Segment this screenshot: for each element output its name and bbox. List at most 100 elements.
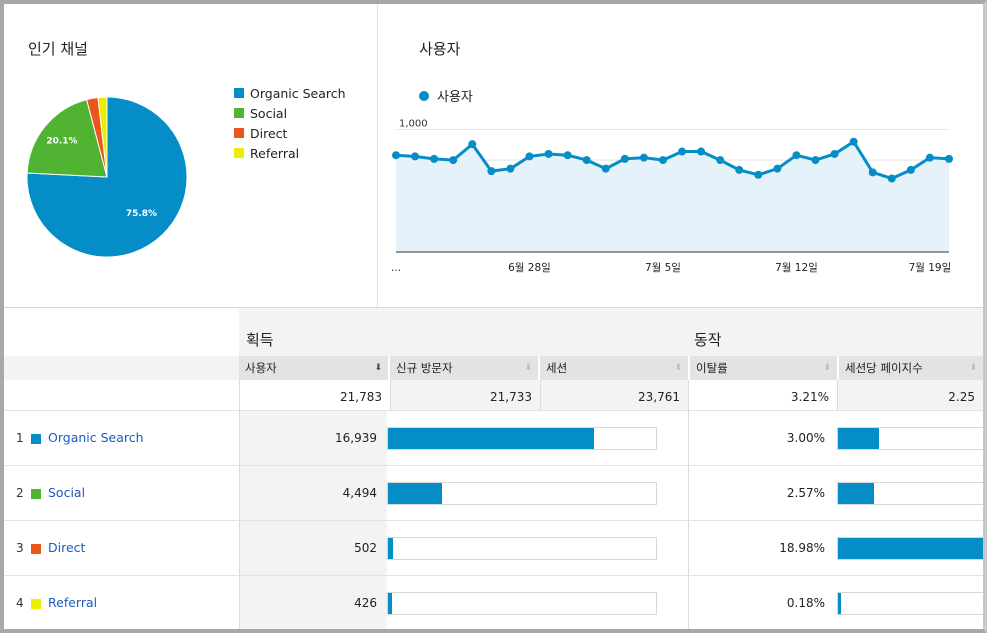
data-point xyxy=(811,156,820,165)
pages-bar-fill xyxy=(838,483,874,504)
data-point xyxy=(773,164,782,173)
channel-color-icon xyxy=(31,489,41,499)
new-users-bar-fill xyxy=(388,428,595,449)
data-point xyxy=(506,164,515,173)
new-users-bar-fill xyxy=(388,483,442,504)
row-rank: 4 xyxy=(16,596,24,610)
data-point xyxy=(925,153,934,162)
legend-item[interactable]: Direct xyxy=(234,123,346,143)
users-value: 4,494 xyxy=(342,486,377,500)
users-cell: 502 xyxy=(239,521,387,576)
channel-pie-chart: 75.8% 20.1% xyxy=(26,96,188,258)
channel-color-icon xyxy=(31,599,41,609)
legend-swatch-icon xyxy=(234,108,244,118)
column-header-label: 세션 xyxy=(546,361,568,375)
pages-bar xyxy=(837,427,983,450)
new-users-bar xyxy=(387,427,657,450)
series-line xyxy=(395,139,950,181)
data-point xyxy=(906,165,915,174)
acquisition-group-header xyxy=(239,308,688,356)
data-point xyxy=(945,154,953,163)
bounce-cell: 2.57% xyxy=(688,466,837,521)
panel-title: 사용자 xyxy=(419,40,461,58)
bounce-value: 3.00% xyxy=(786,431,825,445)
users-cell: 16,939 xyxy=(239,411,387,466)
data-point xyxy=(735,165,744,174)
channel-link[interactable]: Referral xyxy=(48,595,98,610)
series-legend[interactable]: 사용자 xyxy=(419,86,473,105)
legend-label: Direct xyxy=(250,125,288,141)
data-point xyxy=(411,152,420,161)
x-tick-label: ... xyxy=(391,262,401,274)
pages-bar-fill xyxy=(838,538,983,559)
legend-swatch-icon xyxy=(234,148,244,158)
data-point xyxy=(754,170,763,179)
x-tick-label: 6월 28일 xyxy=(508,261,551,274)
data-point xyxy=(830,149,839,158)
x-tick-label: 7월 19일 xyxy=(909,261,952,274)
bounce-value: 18.98% xyxy=(779,541,825,555)
sort-icon[interactable]: ⬇ xyxy=(969,363,977,373)
series-dot-icon xyxy=(419,90,429,101)
pie-legend: Organic Search Social Direct Referral xyxy=(234,83,346,163)
bounce-value: 0.18% xyxy=(786,596,825,610)
total-new-users: 21,733 xyxy=(390,380,540,410)
data-point xyxy=(887,174,896,183)
legend-label: Referral xyxy=(250,145,300,161)
sort-desc-icon[interactable]: ⬇ xyxy=(374,363,382,373)
data-point xyxy=(792,151,801,160)
column-header-bounce-rate[interactable]: 이탈률 ⬇ xyxy=(690,356,837,380)
channel-table: 획득 동작 사용자 ⬇ 신규 방문자 ⬇ 세션 ⬇ 이탈률 ⬇ 세션당 페이지수… xyxy=(4,307,983,629)
users-cell: 426 xyxy=(239,576,387,629)
header-spacer xyxy=(4,356,239,380)
column-header-pages-per-session[interactable]: 세션당 페이지수 ⬇ xyxy=(839,356,983,380)
channel-link[interactable]: Social xyxy=(48,485,86,500)
column-header-new-users[interactable]: 신규 방문자 ⬇ xyxy=(390,356,538,380)
total-pages-per-session: 2.25 xyxy=(837,380,983,410)
table-row: 1 Organic Search 16,939 3.00% xyxy=(4,410,983,466)
data-point xyxy=(582,156,591,165)
channel-link[interactable]: Organic Search xyxy=(48,430,144,445)
row-rank: 1 xyxy=(16,431,24,445)
channel-link[interactable]: Direct xyxy=(48,540,86,555)
new-users-bar-fill xyxy=(388,593,393,614)
legend-swatch-icon xyxy=(234,88,244,98)
row-rank: 3 xyxy=(16,541,24,555)
column-header-label: 이탈률 xyxy=(696,361,728,375)
bounce-cell: 3.00% xyxy=(688,411,837,466)
group-label-behavior: 동작 xyxy=(694,331,722,349)
sort-icon[interactable]: ⬇ xyxy=(524,363,532,373)
column-header-label: 신규 방문자 xyxy=(396,361,453,375)
pages-bar xyxy=(837,482,983,505)
data-point xyxy=(468,140,477,149)
data-point xyxy=(392,151,400,160)
legend-item[interactable]: Referral xyxy=(234,143,346,163)
sort-icon[interactable]: ⬇ xyxy=(823,363,831,373)
data-point xyxy=(868,168,877,177)
behavior-group-header xyxy=(688,308,983,356)
column-header-label: 세션당 페이지수 xyxy=(845,361,923,375)
total-sessions: 23,761 xyxy=(540,380,688,410)
popular-channels-panel: 인기 채널 75.8% 20.1% Organic Search Social D… xyxy=(4,4,378,307)
table-row: 3 Direct 502 18.98% xyxy=(4,520,983,576)
legend-item[interactable]: Organic Search xyxy=(234,83,346,103)
data-point xyxy=(601,164,610,173)
column-header-sessions[interactable]: 세션 ⬇ xyxy=(540,356,688,380)
panel-title: 인기 채널 xyxy=(28,40,88,58)
sort-icon[interactable]: ⬇ xyxy=(674,363,682,373)
legend-item[interactable]: Social xyxy=(234,103,346,123)
channel-color-icon xyxy=(31,544,41,554)
users-value: 426 xyxy=(354,596,377,610)
data-point xyxy=(487,167,496,176)
column-header-users[interactable]: 사용자 ⬇ xyxy=(239,356,388,380)
new-users-bar xyxy=(387,537,657,560)
pie-slice-label: 75.8% xyxy=(126,209,157,219)
data-point xyxy=(430,154,439,163)
users-value: 502 xyxy=(354,541,377,555)
channel-color-icon xyxy=(31,434,41,444)
table-row: 2 Social 4,494 2.57% xyxy=(4,465,983,521)
data-point xyxy=(525,152,534,161)
legend-swatch-icon xyxy=(234,128,244,138)
data-point xyxy=(849,137,858,146)
bounce-cell: 0.18% xyxy=(688,576,837,629)
